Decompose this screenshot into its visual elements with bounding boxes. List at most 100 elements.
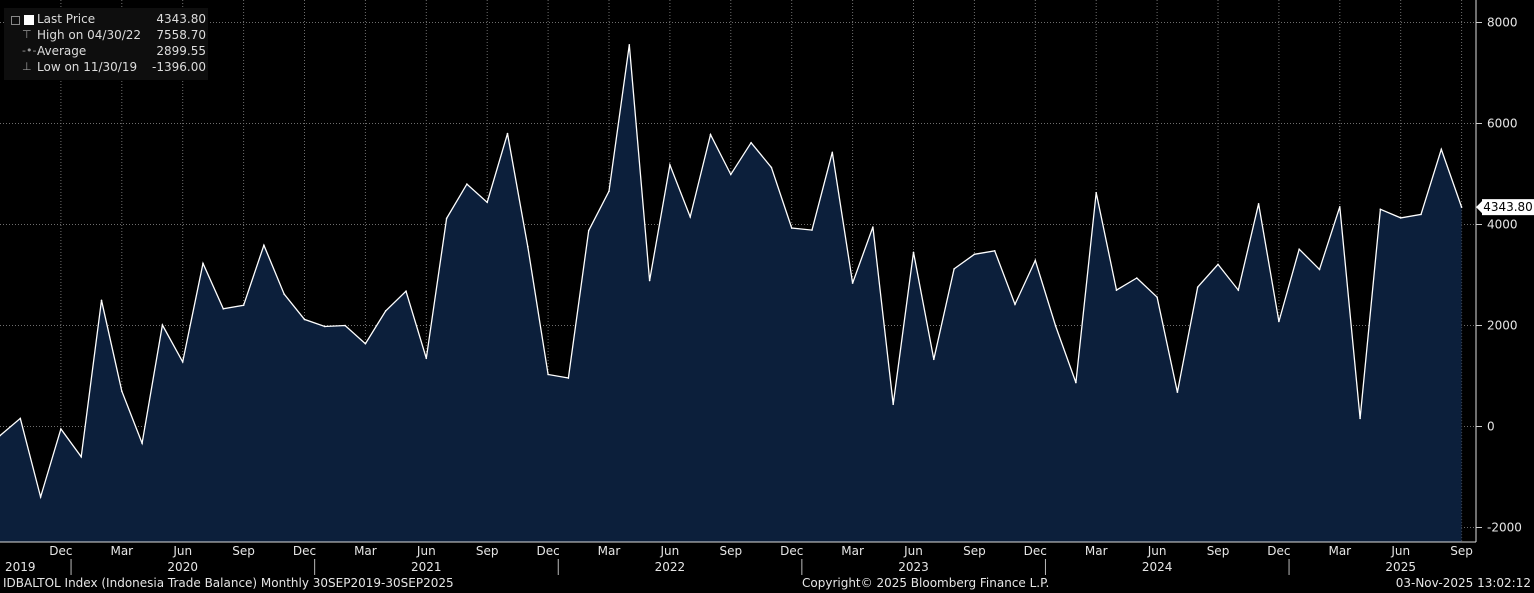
x-tick-label: Dec [1024,544,1047,558]
data-points [0,43,1463,498]
copyright: Copyright© 2025 Bloomberg Finance L.P. [802,576,1050,590]
year-label: 2025 [1385,560,1416,574]
legend-label: Last Price [37,12,96,26]
legend-label: Low on 11/30/19 [37,60,138,74]
data-point [790,227,793,229]
y-tick-label: 0 [1487,420,1495,434]
data-point [100,299,103,302]
data-point [1196,286,1199,288]
data-point [1399,217,1402,219]
data-point [506,132,509,135]
data-point [121,390,123,392]
y-tick-label: 4000 [1487,218,1518,232]
y-tick-label: 8000 [1487,16,1518,30]
data-point [1034,259,1037,262]
x-tick-label: Dec [49,544,72,558]
x-tick-label: Sep [1450,544,1473,558]
data-point [344,324,346,327]
data-point [405,290,407,292]
data-point [628,43,631,46]
last-value-tag [1482,199,1534,216]
data-point [669,164,671,166]
data-point [1278,320,1280,323]
data-point [872,226,874,228]
x-tick-label: Sep [232,544,255,558]
last-value-pointer [1476,201,1482,214]
legend-label: High on 04/30/22 [37,28,142,42]
x-tick-label: Sep [719,544,742,558]
data-point [608,190,610,192]
data-point [912,251,915,254]
data-point [1095,191,1097,194]
x-tick-label: Jun [1147,544,1167,558]
data-point [527,245,529,248]
average-marker-icon: -•- [22,44,37,57]
ticker-description: IDBALTOL Index (Indonesia Trade Balance)… [3,576,454,590]
data-point [384,310,387,312]
x-tick-label: Dec [1267,544,1290,558]
data-point [811,229,813,231]
data-point [547,373,549,376]
axes: -2000 0 2000 4000 6000 8000 Dec Mar Jun Sep Dec Mar… [0,0,1534,575]
data-point [242,304,245,307]
x-tick-label: Sep [963,544,986,558]
x-tick-label: Sep [1207,544,1230,558]
year-label: 2021 [411,560,442,574]
x-tick-label: Jun [172,544,192,558]
data-point [19,417,22,420]
x-tick-label: Sep [476,544,499,558]
data-point [1014,303,1016,306]
data-point [1075,381,1077,384]
x-tick-label: Dec [293,544,316,558]
data-point [303,318,306,321]
data-point [730,173,732,176]
data-point [1257,202,1260,205]
data-point [445,217,448,220]
year-label: 2024 [1142,560,1173,574]
series-area-fill [0,44,1462,543]
data-point [831,151,834,154]
x-tick-label: Dec [780,544,803,558]
data-point [466,183,468,185]
data-point [1217,263,1219,266]
data-point [0,434,1,437]
data-point [973,253,976,256]
legend-average: -•- Average 2899.55 [4,43,206,59]
low-marker-icon: ⊥ [22,60,32,73]
legend-value: 7558.70 [156,28,206,42]
x-tick-label: Jun [903,544,923,558]
data-point [1136,277,1138,279]
legend-value: -1396.00 [152,60,206,74]
data-point [1115,289,1118,291]
x-tick-label: Mar [598,544,621,558]
x-tick-label: Jun [416,544,436,558]
x-tick-label: Mar [1328,544,1351,558]
x-tick-label: Jun [660,544,680,558]
collapse-icon[interactable] [11,16,20,25]
data-point [202,262,204,265]
data-point [689,216,691,218]
legend-low: ⊥ Low on 11/30/19 -1396.00 [4,59,206,75]
data-point [60,428,62,430]
x-tick-label: Dec [536,544,559,558]
data-point [851,282,854,284]
x-tick-label: Jun [1390,544,1410,558]
legend-high: ⊤ High on 04/30/22 7558.70 [4,27,206,43]
data-point [1298,248,1300,251]
data-point [1420,213,1422,216]
data-point [1156,296,1158,299]
data-point [993,249,996,252]
data-point [648,279,651,282]
year-label: 2020 [167,560,198,574]
y-tick-label: 6000 [1487,117,1518,131]
data-point [222,308,225,310]
data-point [141,442,143,444]
data-point [161,324,164,326]
data-point [80,456,82,458]
data-point [425,357,428,360]
data-point [953,268,955,270]
data-point [1379,208,1382,211]
year-label: 2019 [5,560,36,574]
data-point [1440,148,1443,151]
